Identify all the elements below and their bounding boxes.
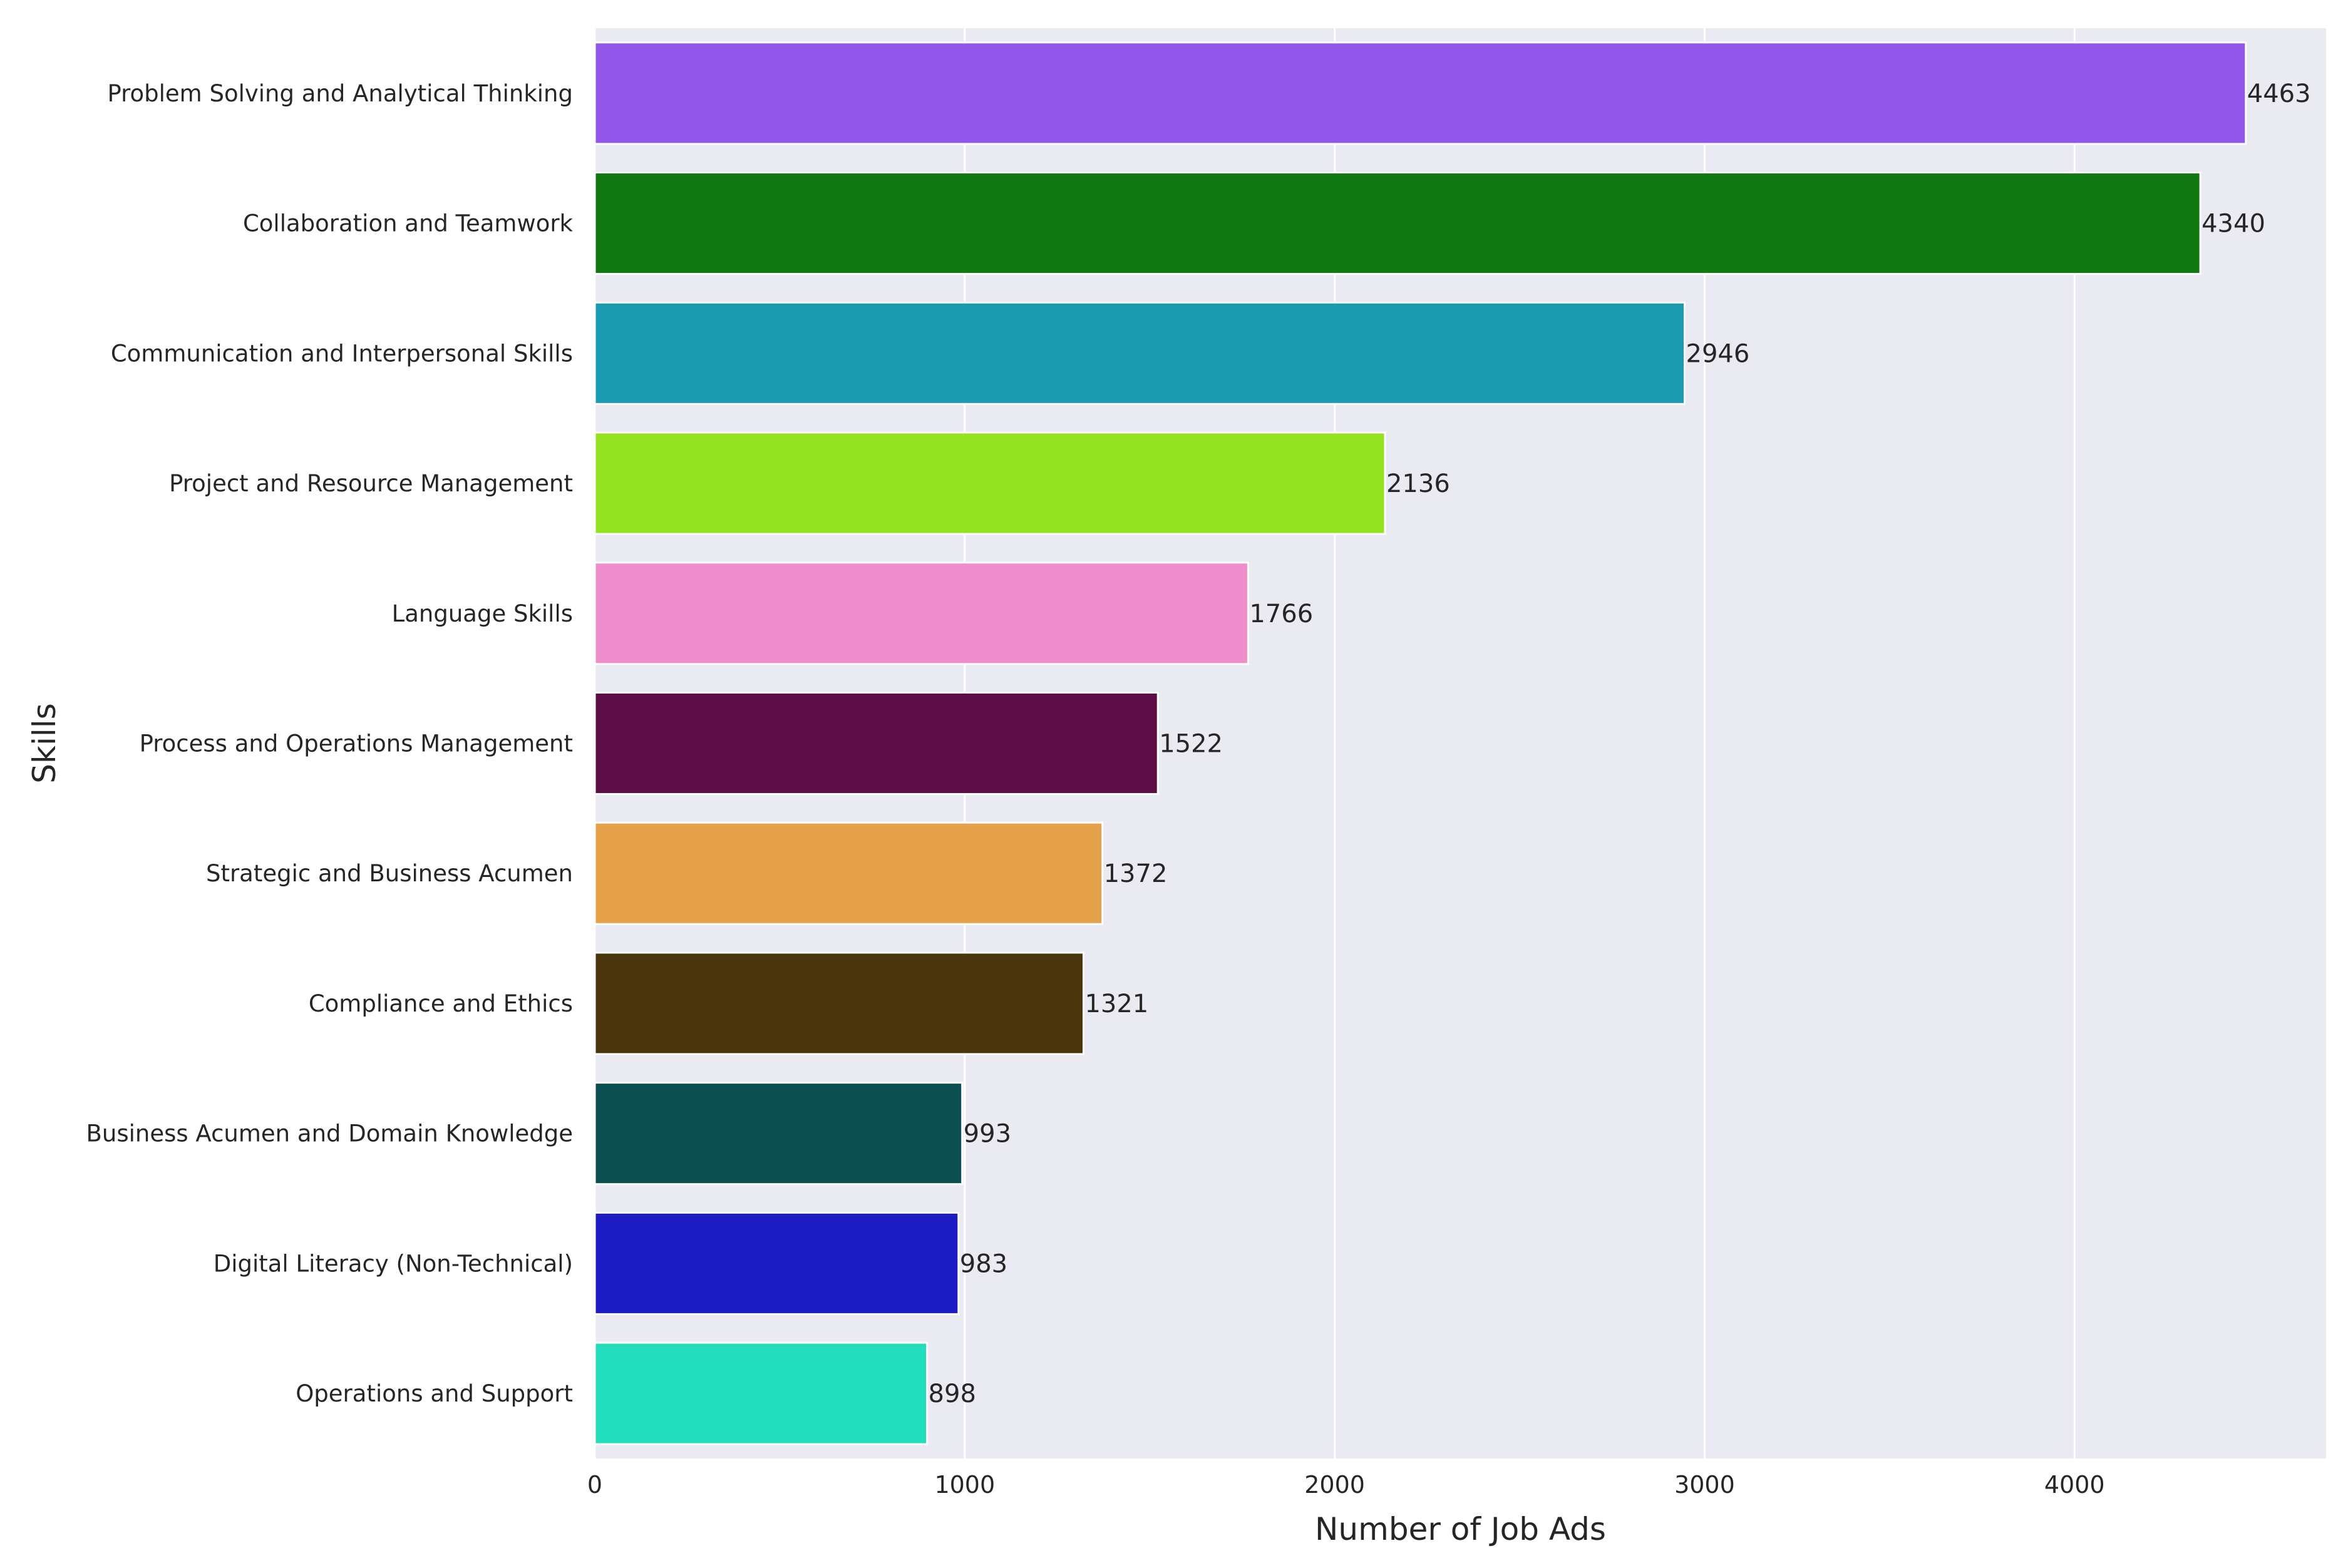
bar bbox=[594, 1341, 929, 1445]
x-tick-label: 3000 bbox=[1674, 1471, 1735, 1499]
data-label: 1372 bbox=[1104, 859, 1168, 888]
x-tick-label: 2000 bbox=[1304, 1471, 1365, 1499]
data-label: 898 bbox=[929, 1380, 976, 1408]
y-tick-label: Language Skills bbox=[392, 600, 573, 627]
data-label: 1321 bbox=[1084, 990, 1148, 1018]
bar bbox=[594, 951, 1084, 1055]
bar bbox=[594, 1211, 960, 1315]
y-tick-labels: Problem Solving and Analytical Thinking C… bbox=[86, 80, 574, 1407]
data-label: 4340 bbox=[2201, 210, 2265, 238]
y-tick-label: Compliance and Ethics bbox=[309, 990, 573, 1017]
data-label: 1766 bbox=[1249, 600, 1313, 628]
bar bbox=[594, 172, 2201, 275]
bar bbox=[594, 561, 1249, 665]
y-tick-label: Communication and Interpersonal Skills bbox=[111, 340, 573, 367]
x-tick-label: 1000 bbox=[934, 1471, 995, 1499]
y-tick-label: Project and Resource Management bbox=[169, 470, 573, 497]
data-label: 2946 bbox=[1686, 339, 1750, 368]
y-tick-label: Operations and Support bbox=[296, 1380, 573, 1407]
bar bbox=[594, 41, 2247, 145]
data-label: 4463 bbox=[2247, 79, 2311, 108]
data-label: 1522 bbox=[1159, 730, 1223, 759]
bar bbox=[594, 821, 1104, 925]
y-tick-label: Digital Literacy (Non-Technical) bbox=[214, 1250, 573, 1277]
x-tick-label: 0 bbox=[587, 1471, 602, 1499]
x-tick-label: 4000 bbox=[2044, 1471, 2105, 1499]
y-tick-label: Strategic and Business Acumen bbox=[206, 860, 573, 887]
bar bbox=[594, 1082, 964, 1186]
y-axis-label: Skills bbox=[26, 703, 63, 783]
bar bbox=[594, 301, 1686, 405]
data-label: 2136 bbox=[1386, 469, 1450, 498]
y-tick-label: Collaboration and Teamwork bbox=[243, 210, 574, 237]
y-tick-label: Business Acumen and Domain Knowledge bbox=[86, 1120, 574, 1147]
bar bbox=[594, 431, 1386, 535]
y-tick-label: Problem Solving and Analytical Thinking bbox=[107, 80, 573, 107]
bars bbox=[594, 41, 2247, 1445]
x-axis-label: Number of Job Ads bbox=[1315, 1511, 1606, 1547]
x-tick-labels: 0 1000 2000 3000 4000 bbox=[587, 1471, 2105, 1499]
bar bbox=[594, 691, 1159, 796]
data-labels: 4463 4340 2946 2136 1766 1522 1372 1321 993 983 89… bbox=[929, 79, 2311, 1408]
data-label: 993 bbox=[964, 1120, 1011, 1149]
y-tick-label: Process and Operations Management bbox=[140, 730, 573, 757]
data-label: 983 bbox=[960, 1249, 1007, 1278]
